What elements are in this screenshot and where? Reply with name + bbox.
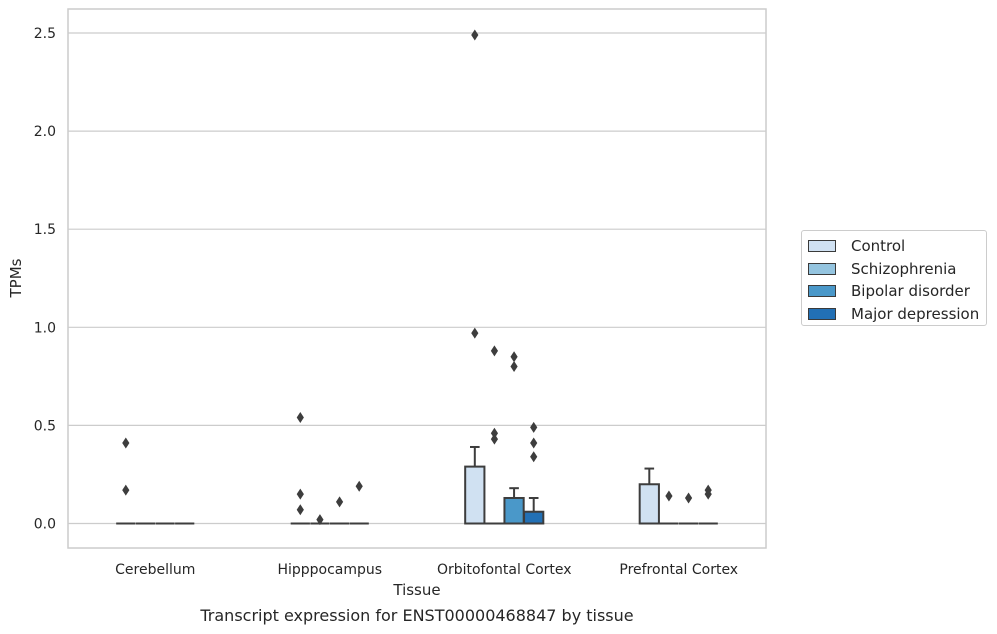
y-tick-label: 1.0: [34, 320, 56, 336]
outliers: [122, 29, 712, 526]
x-tick-label: Prefrontal Cortex: [619, 562, 738, 578]
outlier-point: [665, 490, 673, 502]
legend-swatch-major-depression: [808, 307, 836, 320]
outlier-point: [530, 421, 538, 433]
outlier-point: [471, 29, 479, 41]
outlier-point: [490, 433, 499, 445]
outlier-point: [510, 351, 518, 363]
legend-item-major-depression: Major depression: [808, 303, 986, 326]
chart-caption: Transcript expression for ENST0000046884…: [200, 606, 634, 625]
legend-label-bipolar-disorder: Bipolar disorder: [851, 282, 970, 301]
outlier-point: [122, 484, 130, 496]
outlier-point: [704, 488, 712, 500]
outlier-point: [355, 480, 363, 492]
legend-label-schizophrenia: Schizophrenia: [851, 259, 957, 278]
boxes: [116, 445, 718, 525]
outlier-point: [490, 345, 499, 357]
legend-label-major-depression: Major depression: [851, 304, 980, 323]
y-tick-label: 0.0: [34, 517, 56, 533]
box: [464, 465, 486, 525]
plot-area: [67, 8, 767, 549]
legend-swatch-control: [808, 240, 836, 253]
outlier-point: [510, 361, 518, 373]
legend-swatch-schizophrenia: [808, 262, 836, 275]
x-tick-label: Cerebellum: [115, 562, 195, 578]
y-axis-title: TPMs: [7, 258, 25, 298]
outlier-point: [122, 437, 130, 449]
y-tick-label: 2.0: [34, 124, 56, 140]
legend-item-control: Control: [808, 235, 986, 258]
outlier-point: [316, 514, 324, 526]
x-axis-ticks: Cerebellum Hipppocampus Orbitofontal Corte…: [115, 562, 738, 578]
y-axis-ticks: 0.0 0.5 1.0 1.5 2.0 2.5: [34, 26, 56, 533]
outlier-point: [530, 451, 538, 463]
legend-swatch-bipolar-disorder: [808, 285, 836, 298]
outlier-point: [530, 437, 538, 449]
box: [523, 510, 545, 525]
outlier-point: [335, 496, 344, 508]
outlier-point: [296, 412, 304, 424]
box: [503, 496, 525, 525]
outlier-point: [296, 504, 304, 516]
y-tick-label: 1.5: [34, 222, 56, 238]
outlier-point: [490, 427, 499, 439]
legend-item-bipolar-disorder: Bipolar disorder: [808, 280, 986, 303]
legend-item-schizophrenia: Schizophrenia: [808, 258, 986, 281]
legend: Control Schizophrenia Bipolar disorder M…: [801, 230, 987, 326]
outlier-point: [296, 488, 304, 500]
x-tick-label: Hipppocampus: [277, 562, 382, 578]
x-axis-title: Tissue: [392, 581, 440, 599]
y-tick-label: 2.5: [34, 26, 56, 42]
box: [638, 483, 660, 525]
outlier-point: [684, 492, 693, 504]
legend-label-control: Control: [851, 237, 906, 256]
y-tick-label: 0.5: [34, 418, 56, 434]
x-tick-label: Orbitofontal Cortex: [437, 562, 572, 578]
outlier-point: [471, 327, 479, 339]
